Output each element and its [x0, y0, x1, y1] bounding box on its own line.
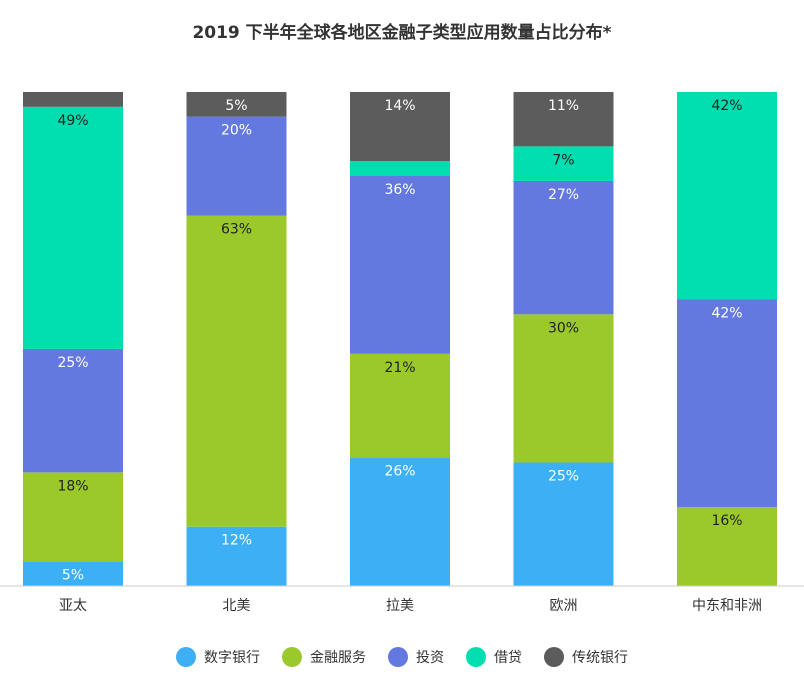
legend-label: 金融服务	[310, 650, 366, 666]
data-label: 36%	[384, 182, 415, 198]
data-label: 63%	[221, 222, 252, 238]
data-label: 42%	[711, 98, 742, 114]
bar-segment	[513, 314, 614, 463]
bar-segment	[186, 215, 287, 527]
category-label: 欧洲	[550, 598, 578, 614]
category-labels: 亚太 北美 拉美 欧洲 中东和非洲	[59, 598, 762, 614]
data-label: 21%	[384, 360, 415, 376]
legend-label: 投资	[416, 650, 444, 666]
data-label: 11%	[548, 98, 579, 114]
data-label: 26%	[384, 464, 415, 480]
category-label: 北美	[223, 598, 251, 614]
legend-item: 数字银行	[176, 647, 260, 667]
bar-segment	[513, 92, 614, 147]
bar-segment	[23, 561, 123, 586]
data-label: 30%	[548, 320, 579, 336]
category-label: 中东和非洲	[692, 598, 762, 614]
bar-segment	[677, 299, 777, 507]
data-label: 42%	[711, 305, 742, 321]
chart-title: 2019 下半年全球各地区金融子类型应用数量占比分布*	[192, 23, 612, 43]
legend-swatch	[282, 647, 302, 667]
data-label: 5%	[62, 567, 84, 583]
bar-segment	[677, 506, 777, 586]
bar-segment	[186, 116, 287, 216]
data-label: 16%	[711, 513, 742, 529]
data-label: 25%	[57, 355, 88, 371]
data-label: 20%	[221, 123, 252, 139]
category-label: 亚太	[59, 598, 87, 614]
legend-item: 金融服务	[282, 647, 366, 667]
legend-swatch	[544, 647, 564, 667]
legend-label: 借贷	[494, 650, 522, 666]
bar-segment	[350, 457, 450, 586]
data-label: 5%	[225, 98, 247, 114]
bar-segment	[513, 462, 614, 586]
legend-label: 传统银行	[572, 650, 628, 666]
legend-swatch	[388, 647, 408, 667]
bar-segment	[23, 348, 123, 473]
bar-segment	[23, 106, 123, 349]
bar-segment	[513, 180, 614, 315]
bar-segment	[350, 161, 450, 176]
legend-swatch	[176, 647, 196, 667]
legend-item: 传统银行	[544, 647, 628, 667]
bar-segment	[350, 353, 450, 458]
bar-segment	[677, 92, 777, 300]
data-label: 18%	[57, 478, 88, 494]
legend-label: 数字银行	[204, 650, 260, 666]
bars-layer: 5% 18% 25% 49% 12% 63% 20% 5% 26% 21% 36% 14% 25% 30%…	[23, 92, 777, 586]
data-label: 7%	[552, 152, 574, 168]
data-label: 12%	[221, 533, 252, 549]
bar-segment	[350, 92, 450, 162]
data-label: 25%	[548, 469, 579, 485]
bar-segment	[186, 526, 287, 586]
legend-item: 借贷	[466, 647, 522, 667]
legend-swatch	[466, 647, 486, 667]
bar-segment	[186, 92, 287, 117]
legend-item: 投资	[388, 647, 444, 667]
data-label: 14%	[384, 98, 415, 114]
category-label: 拉美	[386, 598, 414, 614]
bar-segment	[513, 146, 614, 181]
legend: 数字银行 金融服务 投资 借贷 传统银行	[0, 647, 804, 667]
bar-segment	[23, 92, 123, 107]
data-label: 27%	[548, 187, 579, 203]
bar-segment	[23, 472, 123, 562]
bar-segment	[350, 175, 450, 354]
data-label: 49%	[57, 113, 88, 129]
